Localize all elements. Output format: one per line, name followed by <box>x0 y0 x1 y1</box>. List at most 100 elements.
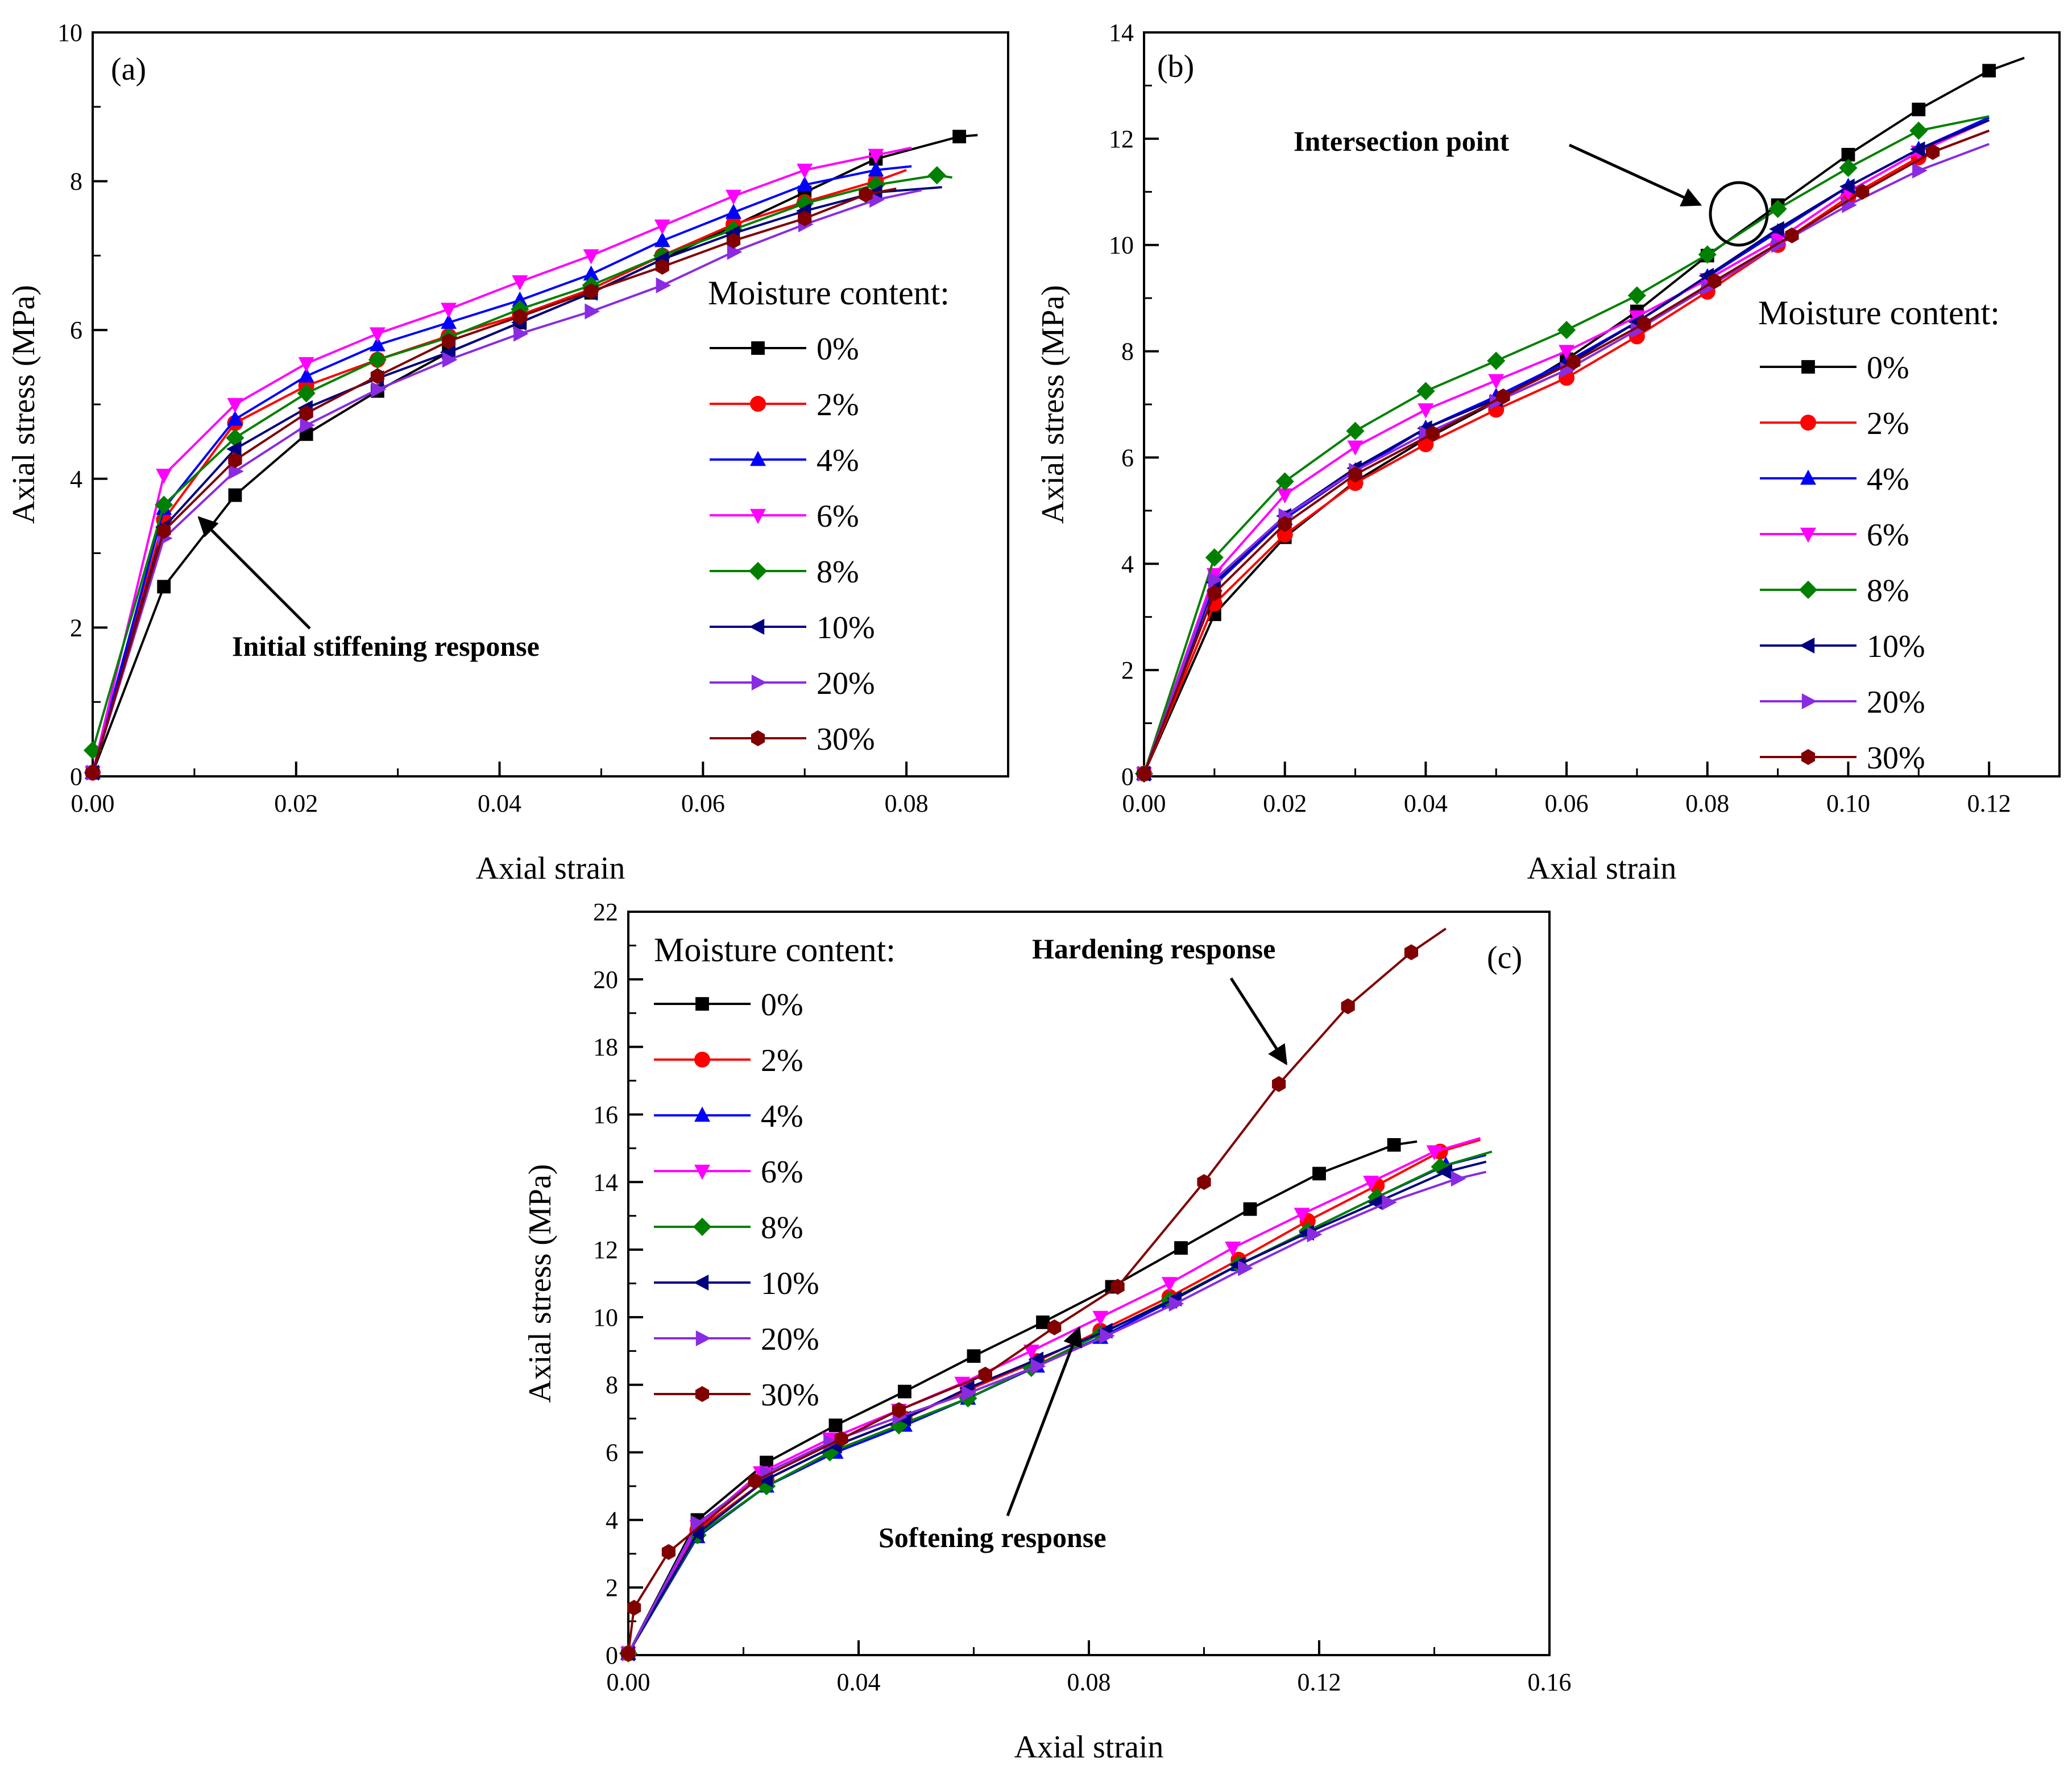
legend-label: 10% <box>761 1266 819 1301</box>
panel-a-annotation: Initial stiffening response <box>232 630 540 662</box>
data-point <box>1205 548 1224 567</box>
data-point <box>898 1384 911 1399</box>
panel-a-x-tick-label: 0.06 <box>681 789 725 817</box>
legend-item: 20% <box>654 1322 819 1357</box>
panel-c-x-axis-title: Axial strain <box>1014 1730 1164 1765</box>
panel-b-x-tick-label: 0.00 <box>1122 789 1166 817</box>
data-point <box>299 405 313 421</box>
legend-marker <box>750 450 766 466</box>
panel-b-x-tick-label: 0.12 <box>1967 789 2011 817</box>
legend-marker <box>694 1164 710 1180</box>
panel-c-x-tick-label: 0.16 <box>1528 1668 1572 1696</box>
panel-a-y-tick-label: 0 <box>70 763 82 791</box>
data-point <box>689 1525 704 1542</box>
data-point <box>512 275 528 291</box>
legend-marker <box>1801 693 1817 709</box>
panel-c-plot-area: 0.00 0.04 0.08 0.12 0.16 0 2 4 6 8 10 12 14 16 18 20 22 A… <box>523 898 1572 1765</box>
panel-c-hardening-arrow <box>1229 977 1288 1065</box>
panel-c: 0.00 0.04 0.08 0.12 0.16 0 2 4 6 8 10 12 14 16 18 20 22 A… <box>523 898 1572 1765</box>
data-point <box>155 495 173 514</box>
data-point <box>748 1473 762 1489</box>
legend-item: 8% <box>710 555 859 590</box>
panel-b-legend: 0% 2% 4% 6% 8% 10% 20% 30% <box>1760 350 1925 776</box>
data-point <box>584 283 598 300</box>
data-point <box>1557 321 1576 340</box>
panel-a-y-tick-label: 10 <box>57 19 82 47</box>
data-point <box>297 384 316 403</box>
panel-c-legend: 0% 2% 4% 6% 8% 10% 20% 30% <box>654 987 819 1413</box>
panel-c-y-tick-label: 12 <box>593 1236 618 1264</box>
data-point <box>1912 102 1926 117</box>
panel-a-label: (a) <box>111 52 146 87</box>
data-point <box>1243 1202 1257 1216</box>
legend-label: 20% <box>761 1322 819 1357</box>
panel-b-y-tick-label: 4 <box>1121 550 1134 578</box>
data-point <box>1982 64 1996 78</box>
data-point <box>1312 1167 1326 1181</box>
panel-b-y-tick-label: 6 <box>1121 444 1134 472</box>
data-point <box>654 231 670 247</box>
panel-a: 0.00 0.02 0.04 0.06 0.08 0 2 4 6 8 10 Axial strain A… <box>6 19 1009 886</box>
data-point <box>1559 345 1575 360</box>
panel-c-y-tick-label: 2 <box>606 1574 618 1602</box>
data-point <box>691 1515 706 1532</box>
data-point <box>726 189 741 205</box>
data-point <box>1487 351 1506 370</box>
data-point <box>1627 286 1646 305</box>
panel-c-annotation-hardening: Hardening response <box>1032 933 1275 965</box>
legend-label: 30% <box>1867 741 1925 776</box>
data-point <box>795 194 814 213</box>
data-point <box>583 249 599 264</box>
data-point <box>442 351 458 368</box>
data-point <box>1092 1310 1109 1326</box>
data-point <box>1023 1345 1039 1360</box>
data-point <box>227 398 243 413</box>
panel-b-y-tick-label: 2 <box>1121 656 1134 684</box>
legend-marker <box>695 1386 710 1402</box>
legend-label: 2% <box>817 387 859 423</box>
panel-c-y-axis-title: Axial stress (MPa) <box>523 1164 558 1403</box>
panel-c-y-tick-label: 8 <box>606 1371 618 1399</box>
data-point <box>1708 273 1722 290</box>
legend-item: 8% <box>654 1210 803 1246</box>
data-point <box>1488 374 1505 390</box>
legend-label: 0% <box>817 332 859 367</box>
panel-a-series-30% <box>85 187 897 781</box>
data-point <box>797 163 813 179</box>
panel-a-x-tick-label: 0.02 <box>274 789 318 817</box>
legend-item: 4% <box>654 1099 803 1134</box>
legend-label: 4% <box>761 1099 803 1134</box>
data-point <box>656 277 672 293</box>
legend-item: 10% <box>654 1266 819 1301</box>
data-point <box>1839 178 1855 195</box>
data-point <box>1294 1207 1310 1223</box>
data-point <box>757 1477 776 1496</box>
data-point <box>1912 162 1928 179</box>
data-point <box>727 243 743 260</box>
legend-marker <box>1800 527 1816 543</box>
data-point <box>1698 245 1717 264</box>
data-point <box>797 176 813 192</box>
panel-c-label: (c) <box>1487 940 1522 975</box>
data-point <box>1206 595 1223 612</box>
panel-a-y-tick-label: 6 <box>70 316 82 344</box>
legend-item: 6% <box>710 499 859 534</box>
panel-a-x-tick-label: 0.08 <box>885 789 929 817</box>
data-point <box>300 417 316 433</box>
panel-c-series-30% <box>621 928 1447 1661</box>
data-point <box>442 333 456 349</box>
legend-label: 8% <box>1867 573 1909 609</box>
data-point <box>859 187 873 203</box>
legend-item: 2% <box>710 387 859 423</box>
panel-c-x-tick-label: 0.00 <box>607 1668 650 1696</box>
legend-marker <box>695 1330 711 1346</box>
legend-item: 0% <box>654 987 803 1023</box>
panel-b-x-tick-label: 0.04 <box>1404 789 1448 817</box>
panel-b-x-axis-title: Axial strain <box>1527 851 1677 886</box>
panel-b-x-tick-label: 0.10 <box>1826 789 1870 817</box>
data-point <box>1637 316 1651 332</box>
data-point <box>892 1402 906 1419</box>
legend-item: 10% <box>1760 629 1925 664</box>
data-point <box>1347 440 1364 456</box>
